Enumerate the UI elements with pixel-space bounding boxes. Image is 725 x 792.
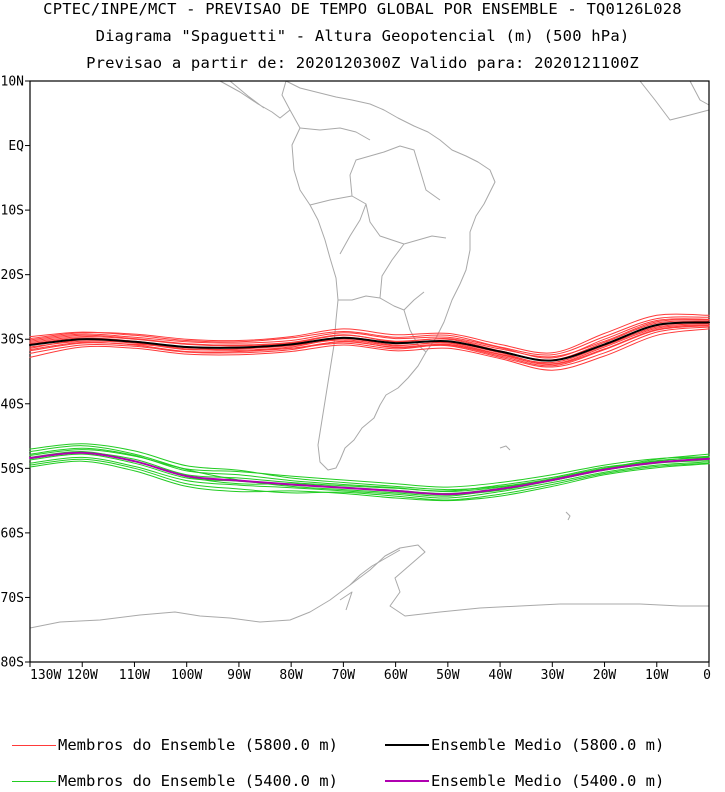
y-tick-label: 70S xyxy=(1,591,24,606)
antarctic-peninsula-outline xyxy=(339,549,401,611)
legend-label-members-5400: Membros do Ensemble (5400.0 m) xyxy=(58,772,338,790)
ensemble-member-line-5400 xyxy=(29,460,710,502)
antarctica-outline xyxy=(29,544,709,629)
ensemble-member-line-5400 xyxy=(29,456,710,499)
legend-swatch-mean-5400 xyxy=(385,780,429,782)
ensemble-member-line-5800 xyxy=(29,328,710,371)
y-tick-label: 80S xyxy=(1,656,24,671)
x-tick-label: 0 xyxy=(703,668,711,683)
x-tick-label: 30W xyxy=(541,668,565,683)
ensemble-member-line-5800 xyxy=(29,325,710,365)
legend-item-members-5800: Membros do Ensemble (5800.0 m) xyxy=(12,736,338,754)
plot-frame xyxy=(29,80,710,663)
y-tick-label: EQ xyxy=(8,139,24,154)
y-tick-label: 40S xyxy=(1,397,24,412)
legend-item-members-5400: Membros do Ensemble (5400.0 m) xyxy=(12,772,338,790)
x-tick-label: 100W xyxy=(171,668,202,683)
ensemble-mean-line-5400 xyxy=(29,451,710,496)
legend-item-mean-5400: Ensemble Medio (5400.0 m) xyxy=(385,772,664,790)
x-tick-label: 130W xyxy=(30,668,61,683)
y-tick-label: 10S xyxy=(1,204,24,219)
x-tick-label: 40W xyxy=(488,668,512,683)
legend-swatch-members-5800 xyxy=(12,744,56,746)
spaghetti-chart: 10N EQ 10S 20S 30S 40S 50S 60S 70S 80S 130W 120W 110… xyxy=(1,75,711,684)
south-america-outline xyxy=(281,80,496,471)
y-tick-label: 10N xyxy=(1,75,24,90)
y-tick-label: 60S xyxy=(1,526,24,541)
chart-title-line-2: Diagrama "Spaguetti" - Altura Geopotenci… xyxy=(95,27,630,45)
south-georgia-islands xyxy=(499,445,571,521)
central-america-outline xyxy=(219,80,291,119)
legend-label-mean-5400: Ensemble Medio (5400.0 m) xyxy=(431,772,665,790)
ensemble-member-line-5800 xyxy=(29,319,710,358)
axis-layer: 10N EQ 10S 20S 30S 40S 50S 60S 70S 80S 130W 120W 110… xyxy=(1,75,711,684)
legend-swatch-members-5400 xyxy=(12,780,56,782)
ensemble-member-line-5800 xyxy=(29,318,710,359)
plot-area xyxy=(30,81,709,662)
ensemble-member-line-5800 xyxy=(29,313,710,354)
ensemble-member-line-5800 xyxy=(29,324,710,365)
legend-label-mean-5800: Ensemble Medio (5800.0 m) xyxy=(431,736,665,754)
series-layer xyxy=(29,313,710,502)
chart-title-line-3: Previsao a partir de: 2020120300Z Valido… xyxy=(86,54,639,72)
ensemble-member-line-5800 xyxy=(29,325,710,367)
africa-outline xyxy=(639,80,710,121)
ensemble-member-line-5400 xyxy=(29,449,710,488)
chart-title-line-1: CPTEC/INPE/MCT - PREVISAO DE TEMPO GLOBA… xyxy=(43,0,682,18)
y-tick-label: 30S xyxy=(1,333,24,348)
x-tick-label: 20W xyxy=(593,668,617,683)
x-tick-label: 120W xyxy=(67,668,98,683)
x-tick-label: 110W xyxy=(119,668,150,683)
ensemble-member-line-5400 xyxy=(29,452,710,492)
basemap-coastlines xyxy=(29,80,710,629)
x-tick-label: 10W xyxy=(645,668,669,683)
x-tick-label: 50W xyxy=(436,668,460,683)
x-tick-label: 80W xyxy=(279,668,303,683)
x-tick-label: 70W xyxy=(332,668,356,683)
ensemble-member-line-5800 xyxy=(29,316,710,356)
ensemble-mean-line-5800 xyxy=(29,321,710,362)
legend-item-mean-5800: Ensemble Medio (5800.0 m) xyxy=(385,736,664,754)
x-tick-label: 90W xyxy=(227,668,251,683)
ensemble-member-line-5400 xyxy=(29,458,710,501)
legend-label-members-5800: Membros do Ensemble (5800.0 m) xyxy=(58,736,338,754)
y-tick-label: 20S xyxy=(1,268,24,283)
x-tick-label: 60W xyxy=(384,668,408,683)
country-borders xyxy=(299,127,447,353)
y-tick-label: 50S xyxy=(1,462,24,477)
legend-swatch-mean-5800 xyxy=(385,744,429,746)
